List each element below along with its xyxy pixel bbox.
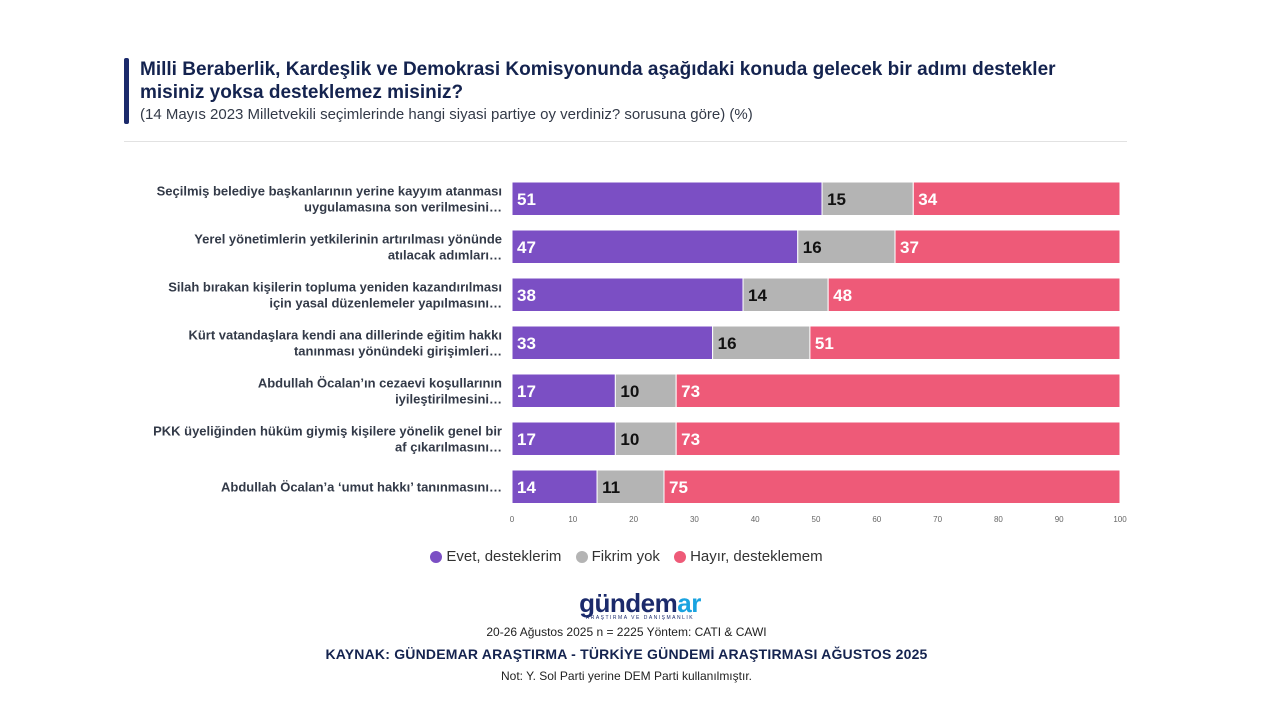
data-label-no: 51 [815, 334, 834, 353]
x-tick-label: 0 [510, 515, 515, 524]
legend-item-no: Hayır, desteklemem [674, 548, 823, 565]
data-label-no: 73 [681, 382, 700, 401]
logo-word-b: ar [677, 588, 701, 618]
bar-segment-yes [511, 277, 744, 312]
category-label-line: af çıkarılmasını… [395, 439, 502, 454]
note-line: Not: Y. Sol Parti yerine DEM Parti kulla… [501, 669, 752, 683]
category-label: Yerel yönetimlerin yetkilerinin artırılm… [194, 231, 502, 262]
category-label-line: için yasal düzenlemeler yapılmasını… [269, 295, 502, 310]
category-label-line: Abdullah Öcalan’a ‘umut hakkı’ tanınması… [221, 479, 502, 494]
data-label-no: 34 [918, 190, 937, 209]
data-label-yes: 17 [517, 382, 536, 401]
data-label-no: 37 [900, 238, 919, 257]
x-tick-label: 100 [1113, 515, 1127, 524]
bar-segment-yes [511, 181, 823, 216]
bar-segment-yes [511, 421, 616, 456]
legend-item-yes: Evet, desteklerim [430, 548, 561, 565]
legend-dot-no [674, 550, 687, 563]
category-label: Abdullah Öcalan’a ‘umut hakkı’ tanınması… [221, 479, 502, 494]
category-label: Abdullah Öcalan’ın cezaevi koşullarının i… [258, 375, 502, 406]
data-label-no-opinion: 11 [602, 478, 620, 497]
legend-label-no-opinion: Fikrim yok [591, 548, 660, 565]
data-label-yes: 17 [517, 430, 536, 449]
data-label-no-opinion: 15 [827, 190, 846, 209]
x-tick-label: 20 [629, 515, 638, 524]
chart-subtitle: (14 Mayıs 2023 Milletvekili seçimlerinde… [140, 106, 753, 123]
chart-title: Milli Beraberlik, Kardeşlik ve Demokrasi… [140, 59, 1056, 103]
category-label: PKK üyeliğinden hüküm giymiş kişilere yö… [153, 423, 502, 454]
category-label: Seçilmiş belediye başkanlarının yerine k… [157, 183, 502, 214]
category-label-line: iyileştirilmesini… [395, 391, 502, 406]
legend-dot-no-opinion [575, 550, 588, 563]
x-tick-label: 70 [933, 515, 942, 524]
category-label: Kürt vatandaşlara kendi ana dillerinde e… [188, 327, 502, 358]
logo-word-a: gündem [579, 588, 678, 618]
data-label-yes: 47 [517, 238, 536, 257]
category-label: Silah bırakan kişilerin topluma yeniden … [168, 279, 502, 310]
bar-segment-no [675, 421, 1121, 456]
legend-dot-yes [430, 550, 443, 563]
category-label-line: PKK üyeliğinden hüküm giymiş kişilere yö… [153, 423, 502, 438]
bar-segment-no-opinion [614, 373, 677, 408]
x-tick-label: 80 [994, 515, 1003, 524]
chart-legend: Evet, desteklerim Fikrim yok Hayır, dest… [0, 548, 1253, 567]
bar-segment-no [827, 277, 1121, 312]
category-label-line: Silah bırakan kişilerin topluma yeniden … [168, 279, 502, 294]
data-label-no: 75 [669, 478, 688, 497]
x-tick-label: 10 [568, 515, 577, 524]
stacked-bar-chart: Seçilmiş belediye başkanlarının yerine k… [153, 181, 1127, 524]
data-label-yes: 51 [517, 190, 536, 209]
bar-segment-no-opinion [712, 325, 811, 360]
source-line: KAYNAK: GÜNDEMAR ARAŞTIRMA - TÜRKİYE GÜN… [325, 646, 928, 662]
category-label-line: Kürt vatandaşlara kendi ana dillerinde e… [188, 327, 502, 342]
data-label-no-opinion: 10 [620, 430, 639, 449]
data-label-no-opinion: 10 [620, 382, 639, 401]
bar-segment-yes [511, 229, 799, 264]
x-tick-label: 50 [812, 515, 821, 524]
data-label-no: 73 [681, 430, 700, 449]
title-accent-bar [124, 58, 129, 124]
category-label-line: tanınması yönündeki girişimleri… [294, 343, 502, 358]
bar-segment-no [912, 181, 1121, 216]
bar-segment-yes [511, 373, 616, 408]
data-label-no-opinion: 14 [748, 286, 767, 305]
header-divider [124, 141, 1127, 142]
legend-label-yes: Evet, desteklerim [446, 548, 562, 565]
bar-segment-yes [511, 325, 714, 360]
x-tick-label: 60 [872, 515, 881, 524]
data-label-no: 48 [833, 286, 852, 305]
bar-segment-no-opinion [596, 469, 665, 504]
bar-segment-no-opinion [614, 421, 677, 456]
survey-info: 20-26 Ağustos 2025 n = 2225 Yöntem: CATI… [486, 625, 767, 639]
category-label-line: uygulamasına son verilmesini… [304, 199, 502, 214]
data-label-no-opinion: 16 [803, 238, 822, 257]
bar-segment-no [675, 373, 1121, 408]
bar-segment-no [894, 229, 1121, 264]
category-label-line: atılacak adımları… [388, 247, 502, 262]
data-label-no-opinion: 16 [718, 334, 737, 353]
data-label-yes: 38 [517, 286, 536, 305]
x-tick-label: 30 [690, 515, 699, 524]
bar-segment-no-opinion [821, 181, 914, 216]
data-label-yes: 33 [517, 334, 536, 353]
category-label-line: Yerel yönetimlerin yetkilerinin artırılm… [194, 231, 502, 246]
logo-wordmark: gündemar [540, 590, 740, 616]
bar-segment-no [809, 325, 1121, 360]
category-label-line: Seçilmiş belediye başkanlarının yerine k… [157, 183, 502, 198]
gundemar-logo: gündemar ARAŞTIRMA VE DANIŞMANLIK [540, 590, 740, 621]
x-tick-label: 40 [751, 515, 760, 524]
logo-tagline: ARAŞTIRMA VE DANIŞMANLIK [585, 615, 695, 621]
legend-item-no-opinion: Fikrim yok [575, 548, 660, 565]
legend-label-no: Hayır, desteklemem [690, 548, 823, 565]
bar-segment-no-opinion [742, 277, 829, 312]
bar-segment-no [663, 469, 1121, 504]
data-label-yes: 14 [517, 478, 536, 497]
x-tick-label: 90 [1055, 515, 1064, 524]
category-label-line: Abdullah Öcalan’ın cezaevi koşullarının [258, 375, 502, 390]
bar-segment-yes [511, 469, 598, 504]
